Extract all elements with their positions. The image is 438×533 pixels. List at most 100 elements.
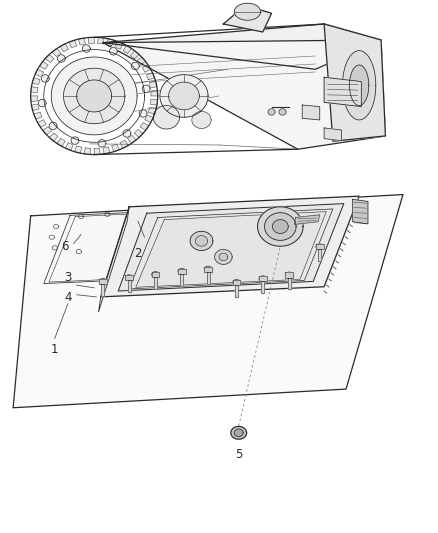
Polygon shape [145, 115, 153, 123]
Polygon shape [125, 275, 133, 280]
Polygon shape [131, 51, 139, 59]
Polygon shape [77, 80, 112, 112]
Text: 2: 2 [134, 247, 142, 260]
Polygon shape [31, 96, 38, 101]
Text: 1: 1 [51, 343, 59, 356]
Polygon shape [35, 69, 43, 77]
Polygon shape [223, 5, 272, 32]
Polygon shape [192, 111, 211, 128]
Polygon shape [115, 42, 123, 49]
Polygon shape [285, 272, 293, 278]
Polygon shape [110, 47, 117, 55]
Polygon shape [204, 266, 212, 272]
Polygon shape [190, 231, 213, 251]
Polygon shape [153, 106, 180, 129]
Polygon shape [151, 91, 158, 96]
Polygon shape [195, 236, 208, 246]
Polygon shape [169, 82, 199, 110]
Text: 5: 5 [235, 448, 242, 461]
Polygon shape [49, 122, 57, 130]
Polygon shape [259, 276, 267, 281]
Polygon shape [178, 269, 186, 274]
Polygon shape [38, 120, 46, 127]
Polygon shape [154, 277, 157, 289]
Polygon shape [261, 281, 264, 293]
Polygon shape [41, 75, 49, 82]
Polygon shape [13, 195, 403, 408]
Text: 3: 3 [64, 271, 71, 284]
Polygon shape [31, 87, 38, 93]
Polygon shape [39, 61, 48, 69]
Polygon shape [134, 130, 143, 138]
Polygon shape [150, 99, 158, 105]
Polygon shape [34, 112, 42, 119]
Polygon shape [74, 146, 82, 153]
Polygon shape [353, 199, 368, 224]
Polygon shape [149, 82, 157, 88]
Polygon shape [99, 279, 107, 284]
Polygon shape [142, 85, 150, 93]
Polygon shape [233, 280, 240, 285]
Polygon shape [258, 207, 303, 246]
Polygon shape [146, 72, 155, 80]
Polygon shape [106, 39, 114, 46]
Polygon shape [140, 123, 149, 131]
Polygon shape [49, 133, 58, 141]
Polygon shape [84, 148, 91, 155]
Polygon shape [52, 49, 61, 56]
Polygon shape [265, 213, 296, 240]
Polygon shape [123, 45, 131, 53]
Polygon shape [268, 109, 275, 115]
Polygon shape [103, 147, 110, 154]
Polygon shape [98, 37, 104, 44]
Polygon shape [318, 249, 321, 261]
Polygon shape [38, 99, 46, 107]
Polygon shape [294, 215, 320, 224]
Polygon shape [60, 44, 68, 52]
Polygon shape [152, 272, 159, 277]
Polygon shape [215, 249, 232, 264]
Polygon shape [78, 38, 85, 45]
Polygon shape [99, 207, 129, 312]
Polygon shape [131, 62, 139, 70]
Polygon shape [204, 266, 212, 272]
Polygon shape [94, 148, 100, 155]
Polygon shape [234, 3, 261, 20]
Polygon shape [64, 68, 125, 124]
Polygon shape [82, 45, 90, 52]
Polygon shape [324, 128, 342, 141]
Polygon shape [43, 127, 51, 135]
Polygon shape [57, 55, 65, 62]
Polygon shape [57, 139, 65, 147]
Polygon shape [287, 278, 291, 289]
Polygon shape [142, 64, 151, 72]
Polygon shape [101, 196, 359, 297]
Polygon shape [65, 143, 73, 150]
Polygon shape [324, 24, 385, 141]
Polygon shape [343, 51, 376, 120]
Polygon shape [231, 426, 247, 439]
Polygon shape [139, 110, 147, 117]
Polygon shape [103, 24, 381, 69]
Polygon shape [148, 108, 156, 114]
Polygon shape [302, 105, 320, 120]
Polygon shape [44, 204, 324, 284]
Polygon shape [32, 104, 39, 110]
Polygon shape [125, 275, 133, 280]
Polygon shape [71, 137, 79, 144]
Polygon shape [137, 57, 145, 65]
Text: 4: 4 [64, 291, 72, 304]
Polygon shape [272, 220, 288, 233]
Polygon shape [127, 135, 136, 143]
Polygon shape [180, 274, 183, 286]
Polygon shape [128, 280, 131, 292]
Polygon shape [160, 75, 208, 117]
Polygon shape [123, 130, 131, 137]
Polygon shape [234, 429, 243, 437]
Polygon shape [178, 269, 186, 274]
Polygon shape [152, 272, 159, 277]
Polygon shape [88, 37, 94, 44]
Polygon shape [279, 109, 286, 115]
Polygon shape [32, 78, 40, 84]
Polygon shape [69, 40, 77, 47]
